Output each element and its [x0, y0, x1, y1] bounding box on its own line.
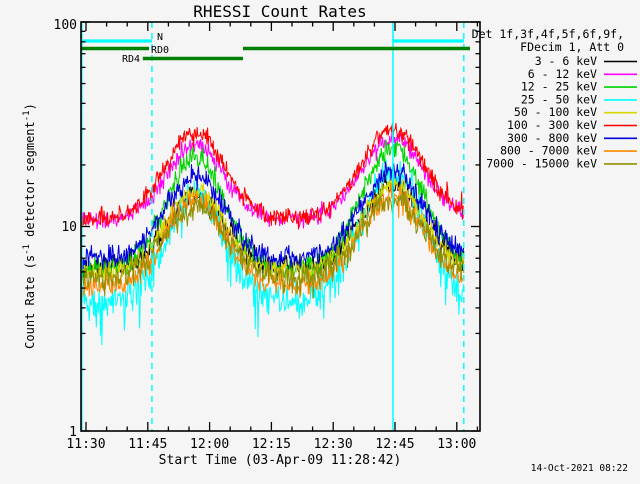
legend-label: 6 - 12 keV [528, 67, 597, 81]
legend-label: 50 - 100 keV [514, 105, 597, 119]
legend-label: 7000 - 15000 keV [486, 156, 597, 170]
legend-detectors: Det 1f,3f,4f,5f,6f,9f, [472, 27, 624, 41]
legend: Det 1f,3f,4f,5f,6f,9f, FDecim 1, Att 0 3… [472, 27, 637, 170]
legend-decimation: FDecim 1, Att 0 [520, 40, 624, 54]
y-tick-labels: 100 10 1 [54, 18, 77, 440]
y-label-sup: -1 [22, 244, 32, 255]
x-tick-label: 11:45 [128, 437, 167, 452]
y-label-sup: -1 [22, 110, 32, 121]
x-tick-label: 13:00 [437, 437, 476, 452]
y-label-part: Count Rate (s [23, 255, 37, 349]
y-tick-label: 100 [54, 18, 77, 33]
y-tick-label: 1 [69, 425, 77, 440]
x-tick-label: 12:30 [314, 437, 353, 452]
series-curve-800-7000keV [81, 183, 465, 298]
plot-timestamp: 14-Oct-2021 08:22 [531, 463, 628, 474]
legend-label: 12 - 25 keV [521, 80, 597, 94]
series-curve-100-300keV [81, 122, 465, 230]
x-tick-labels: 11:30 11:45 12:00 12:15 12:30 12:45 13:00 [66, 437, 476, 452]
x-tick-label: 11:30 [66, 437, 105, 452]
rd4-flag-label: RD4 [122, 54, 140, 65]
axis-ticks [81, 21, 480, 432]
legend-label: 25 - 50 keV [521, 92, 597, 106]
x-tick-label: 12:00 [190, 437, 229, 452]
y-label-part: ) [23, 103, 37, 110]
x-tick-label: 12:45 [375, 437, 414, 452]
chart-title: RHESSI Count Rates [193, 2, 366, 21]
legend-label: 3 - 6 keV [535, 54, 597, 68]
series-curve-7000-15000keV [81, 191, 465, 299]
y-axis-label: Count Rate (s-1 detector segment-1) [22, 103, 37, 349]
legend-label: 100 - 300 keV [507, 118, 597, 132]
legend-label: 300 - 800 keV [507, 131, 597, 145]
y-label-part: detector segment [23, 121, 37, 244]
rd0-flag-label: RD0 [151, 45, 169, 56]
eclipse-boundary-lines [81, 22, 465, 431]
series-curve-25-50keV [81, 159, 465, 346]
legend-label: 800 - 7000 keV [500, 144, 597, 158]
x-axis-label: Start Time (03-Apr-09 11:28:42) [159, 453, 402, 468]
y-tick-label: 10 [61, 220, 77, 235]
night-flag-label: N [157, 32, 163, 43]
data-curves [81, 122, 465, 346]
series-curve-300-800keV [81, 161, 465, 273]
flag-bars: N RD0 RD4 [80, 32, 470, 65]
x-tick-label: 12:15 [252, 437, 291, 452]
